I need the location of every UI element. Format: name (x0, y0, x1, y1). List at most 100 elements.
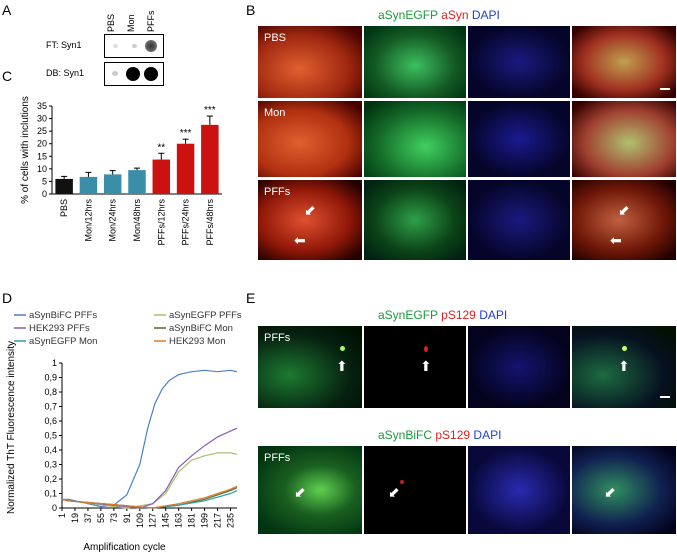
arrow-icon: ⬆ (618, 358, 630, 374)
panel-e-header-2: aSynBiFC pS129 DAPI (378, 428, 502, 442)
x-tick-label: PFFs/12hrs (156, 199, 166, 246)
panel-label-e: E (246, 290, 256, 306)
image-e2-green: PFFs ⬋ (258, 446, 362, 534)
bar (103, 174, 122, 194)
y-tick-label: 0,8 (44, 387, 57, 397)
panel-label-b: B (246, 2, 256, 18)
line-chart: aSynBiFC PFFs aSynEGFP PFFs HEK293 PFFs aSy… (6, 310, 242, 553)
y-tick-label: 20 (37, 139, 47, 149)
y-tick-label: 0,7 (44, 402, 57, 412)
image-mon-green (364, 101, 466, 177)
arrow-icon: ⬋ (604, 484, 616, 500)
image-e1-blue (468, 326, 570, 408)
bar (128, 170, 146, 194)
legend-label: aSynEGFP PFFs (169, 310, 242, 321)
panel-b-microscopy: aSynEGFP aSyn DAPI PBS Mon PFFs ⬋ ⬅ ⬋ ⬅ (258, 0, 677, 290)
image-pffs-blue (468, 180, 570, 260)
legend-label: aSynBiFC Mon (169, 323, 233, 334)
x-tick-label: 73 (109, 513, 119, 523)
x-axis-label: Amplification cycle (83, 542, 166, 553)
significance-label: *** (180, 128, 192, 139)
significance-label: *** (204, 105, 216, 116)
significance-label: ** (157, 142, 165, 153)
arrow-icon: ⬋ (618, 202, 630, 218)
panel-label-d: D (2, 290, 13, 306)
x-tick-label: 199 (200, 513, 210, 528)
image-pffs-red: PFFs ⬋ ⬅ (258, 180, 362, 260)
x-tick-label: 145 (161, 513, 171, 528)
image-e1-green: PFFs ⬆ (258, 326, 362, 408)
lane-label-pbs: PBS (106, 13, 116, 32)
blot-strip-ft (104, 34, 164, 58)
arrow-icon: ⬅ (294, 232, 306, 248)
panel-label-c: C (2, 68, 13, 84)
x-tick-label: 109 (135, 513, 145, 528)
y-tick-label: 0,9 (44, 373, 57, 383)
image-pffs-green (364, 180, 466, 260)
y-tick-label: 0,4 (44, 445, 57, 455)
x-tick-label: Mon/12hrs (83, 199, 93, 242)
image-pbs-merge (572, 26, 676, 98)
image-e2-merge: ⬋ (572, 446, 676, 534)
lane-label-pffs: PFFs (146, 10, 156, 33)
bar (55, 178, 73, 194)
panel-label-a: A (2, 2, 12, 18)
x-tick-label: Mon/48hrs (132, 199, 142, 242)
y-axis-label: Normalized ThT Fluorescence intensity (6, 341, 17, 514)
x-tick-label: 91 (122, 513, 132, 523)
x-tick-label: 127 (148, 513, 158, 528)
y-tick-label: 10 (37, 164, 47, 174)
panel-a-dot-blot: PBS Mon PFFs FT: Syn1 DB: Syn1 (0, 0, 240, 95)
series-line (61, 485, 238, 509)
image-pbs-green (364, 26, 466, 98)
series-line (62, 369, 238, 508)
y-tick-label: 0,6 (44, 416, 57, 426)
image-pbs-red: PBS (258, 26, 362, 98)
image-pbs-blue (468, 26, 570, 98)
image-mon-blue (468, 101, 570, 177)
image-e1-red: ⬆ (364, 326, 466, 408)
bar (201, 124, 219, 194)
bar (176, 143, 195, 194)
y-tick-label: 0,5 (44, 431, 57, 441)
image-mon-merge (572, 101, 676, 177)
y-tick-label: 15 (37, 151, 47, 161)
bar (152, 159, 171, 194)
x-tick-label: PFFs/48hrs (205, 199, 215, 246)
x-tick-label: 217 (213, 513, 223, 528)
image-e2-blue (468, 446, 570, 534)
x-tick-label: 55 (96, 513, 106, 523)
x-tick-label: 235 (226, 513, 236, 528)
y-tick-label: 30 (37, 114, 47, 124)
y-tick-label: 5 (42, 176, 47, 186)
image-e2-red: ⬋ (364, 446, 466, 534)
y-tick-label: 35 (37, 101, 47, 111)
y-tick-label: 0,1 (44, 489, 57, 499)
y-axis-label: % of cells with inclutions (20, 96, 31, 204)
arrow-icon: ⬋ (304, 202, 316, 218)
image-e1-merge: ⬆ (572, 326, 676, 408)
panel-e-header-1: aSynEGFP pS129 DAPI (378, 308, 508, 322)
legend-label: aSynBiFC PFFs (29, 310, 97, 321)
blot-row-label-ft: FT: Syn1 (46, 40, 82, 50)
x-tick-label: 1 (57, 513, 67, 518)
image-pffs-merge: ⬋ ⬅ (572, 180, 676, 260)
lane-label-mon: Mon (126, 14, 136, 32)
x-tick-label: 19 (70, 513, 80, 523)
legend-label: aSynEGFP Mon (29, 336, 97, 347)
y-tick-label: 1 (52, 358, 57, 368)
blot-row-label-db: DB: Syn1 (46, 68, 85, 78)
bar (79, 176, 98, 194)
y-tick-label: 0 (52, 503, 57, 513)
arrow-icon: ⬋ (294, 484, 306, 500)
image-mon-red: Mon (258, 101, 362, 177)
x-tick-label: PBS (59, 199, 69, 217)
x-tick-label: 37 (83, 513, 93, 523)
series-line (61, 427, 238, 509)
arrow-icon: ⬆ (420, 358, 432, 374)
x-tick-label: 181 (187, 513, 197, 528)
x-tick-label: 163 (174, 513, 184, 528)
arrow-icon: ⬅ (610, 232, 622, 248)
legend-label: HEK293 Mon (169, 336, 226, 347)
blot-strip-db (104, 62, 164, 86)
